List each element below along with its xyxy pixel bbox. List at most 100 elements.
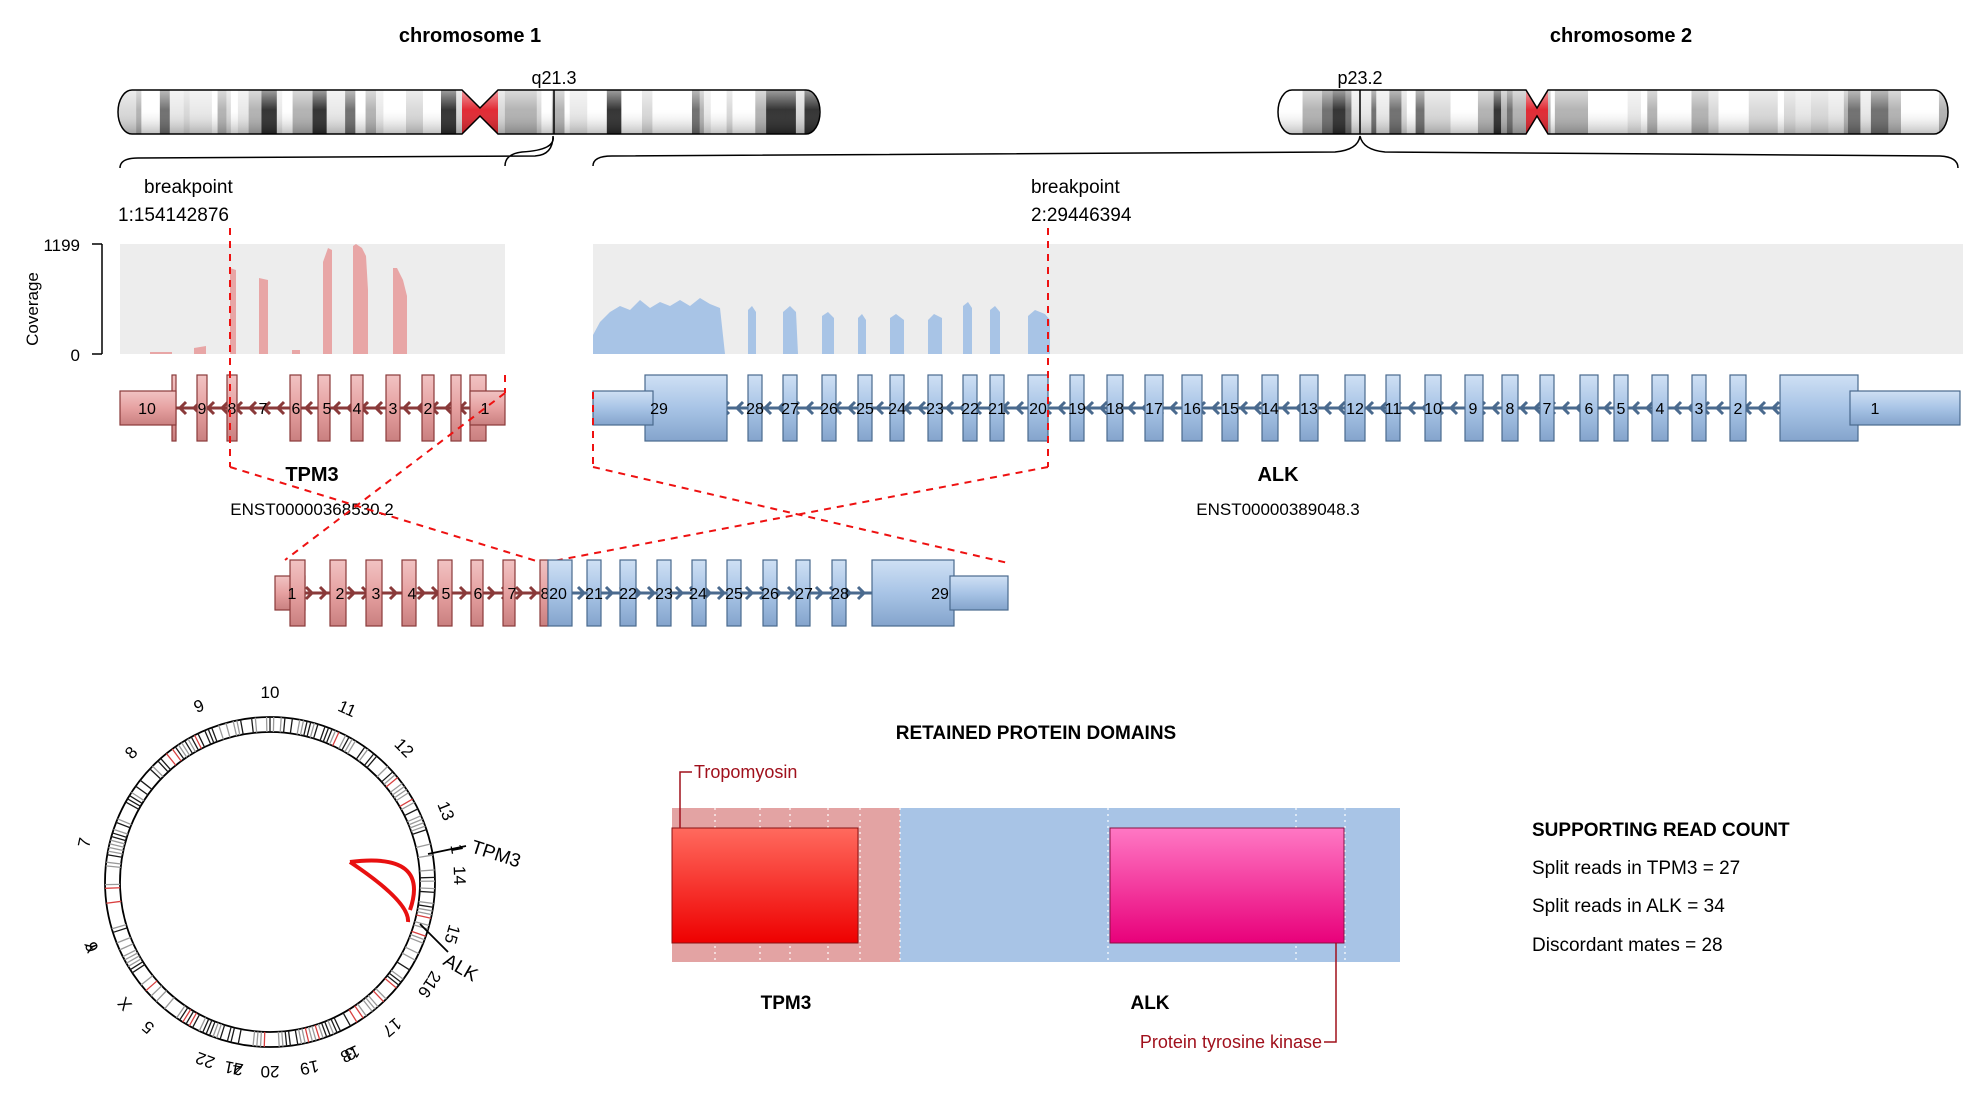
alk-exon [747,374,763,442]
alk-exon [1539,374,1555,442]
fusion-tpm3-exon-label: 5 [442,586,451,603]
fusion-tpm3-exon-label: 7 [508,586,517,603]
kinase-leader [1324,943,1337,1043]
alk-exon-label: 24 [888,401,906,418]
alk-exon [1385,374,1401,442]
tpm3-gene-name: TPM3 [285,464,338,486]
tpm3-exon [450,374,462,442]
fusion-alk-exon [547,559,573,627]
fusion-alk-exon-label: 28 [831,586,849,603]
fusion-alk-exon-label: 29 [931,586,949,603]
alk-exon [1261,374,1279,442]
alk-exon [1344,374,1366,442]
protein-tpm3-label: TPM3 [761,993,812,1014]
tpm3-exon [385,374,401,442]
tpm3-exon-label: 3 [389,401,398,418]
tpm3-exon-label: 10 [138,401,156,418]
chr2-title: chromosome 2 [1550,25,1692,47]
tpm3-exon-label: 6 [292,401,301,418]
breakpoint-left-position: 1:154142876 [118,205,229,226]
protein-domains-title: RETAINED PROTEIN DOMAINS [896,723,1176,744]
fusion-tpm3-exon-label: 3 [372,586,381,603]
circos-chromosome-label: 14 [450,866,470,886]
circos-chromosome-label: 9 [191,696,207,717]
tropomyosin-domain [671,827,859,944]
alk-exon [889,374,905,442]
fusion-tpm3-exon [365,559,383,627]
circos-chromosome-label: 22 [193,1048,217,1072]
alk-exon-label: 26 [820,401,838,418]
alk-exon-label: 2 [1734,401,1743,418]
alk-exon [1464,374,1484,442]
fusion-alk-exon [795,559,811,627]
circos-plot: 12345678910111213141516171819202122XYTPM… [74,683,523,1081]
tpm3-transcript-id: ENST00000368530.2 [230,500,394,519]
alk-exon [1779,374,1859,442]
alk-exon-label: 25 [856,401,874,418]
alk-exon [821,374,837,442]
reads-title: SUPPORTING READ COUNT [1532,820,1790,841]
circos-chromosome-label: 13 [433,799,458,824]
alk-exon-label: 28 [746,401,764,418]
circos-chromosome-label: 17 [378,1014,405,1041]
alk-exon-label: 21 [988,401,1006,418]
tpm3-exon [289,374,302,442]
reads-line-alk: Split reads in ALK = 34 [1532,896,1725,917]
circos-chromosome-label: 19 [298,1056,320,1079]
fusion-alk-exon-label: 25 [725,586,743,603]
coverage-axis [92,243,103,355]
fusion-tpm3-exon [470,559,484,627]
circos-chromosome-label: 1 [446,843,466,856]
tpm3-exon [421,374,435,442]
alk-utr [592,390,654,426]
fusion-tpm3-exon-label: 6 [474,586,483,603]
alk-exon [1729,374,1747,442]
circos-chromosome-label: 8 [121,743,141,763]
alk-exon-label: 4 [1656,401,1665,418]
alk-exon [644,374,728,442]
chr1-zoom-brace [119,135,554,169]
chr1-band-label: q21.3 [531,68,576,88]
alk-exon [962,374,978,442]
fusion-alk-exon-label: 23 [655,586,673,603]
alk-exon-label: 12 [1346,401,1364,418]
alk-exon [1579,374,1599,442]
alk-gene-name: ALK [1257,464,1299,486]
alk-exon-label: 6 [1585,401,1594,418]
tpm3-exon [226,374,238,442]
alk-exon-label: 29 [650,401,668,418]
alk-exon [927,374,943,442]
tpm3-exon-label: 7 [259,401,268,418]
tpm3-exon [196,374,208,442]
alk-exon-label: 19 [1068,401,1086,418]
coverage-background-alk [593,244,1963,354]
tpm3-exon [350,374,364,442]
fusion-alk-exon [871,559,955,627]
alk-exon [1424,374,1442,442]
coverage-alk [593,298,1050,354]
fusion-tpm3-exon-label: 2 [336,586,345,603]
alk-utr [1849,390,1961,426]
fusion-alk-exon [691,559,707,627]
alk-exon [1181,374,1203,442]
fusion-tpm3-exon [502,559,516,627]
alk-exon-label: 7 [1543,401,1552,418]
circos-chromosome-label: 15 [440,923,463,946]
fusion-tpm3-exon [401,559,417,627]
fusion-alk-exon-label: 24 [689,586,707,603]
alk-exon [1299,374,1319,442]
tpm3-exon-label: 9 [198,401,207,418]
fusion-alk-exon [831,559,847,627]
alk-exon [1501,374,1519,442]
fusion-alk-exon-label: 26 [761,586,779,603]
circos-chromosome-label: 12 [391,735,418,762]
fusion-alk-exon [762,559,778,627]
alk-exon [989,374,1005,442]
fusion-alk-exon-label: 20 [549,586,567,603]
circos-chromosome-label: 21 [223,1057,245,1079]
alk-exon-label: 22 [961,401,979,418]
alk-exon-label: 8 [1506,401,1515,418]
coverage-max-label: 1199 [43,236,80,255]
alk-exon-label: 13 [1300,401,1318,418]
